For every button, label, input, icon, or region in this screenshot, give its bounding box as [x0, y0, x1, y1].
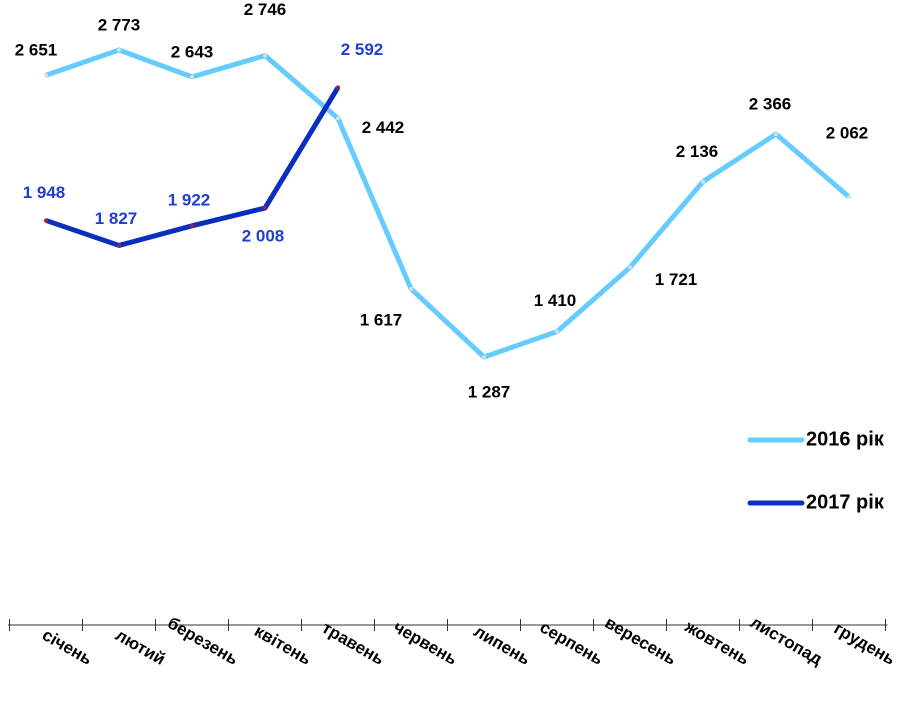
point: [628, 265, 632, 270]
series-line: [45, 47, 851, 360]
data-label: 1 948: [23, 183, 66, 202]
point: [44, 218, 48, 223]
x-tick-label: липень: [471, 622, 534, 669]
data-label: 2 773: [98, 15, 141, 34]
point: [44, 73, 48, 78]
x-tick-label: березень: [164, 613, 241, 669]
data-label: 1 922: [168, 190, 211, 209]
point: [409, 286, 413, 291]
x-tick-label: лютий: [112, 625, 168, 669]
point: [774, 132, 778, 137]
point: [336, 85, 340, 90]
data-label: 1 721: [655, 270, 698, 289]
point: [701, 179, 705, 184]
data-label: 2 136: [676, 142, 719, 161]
point: [190, 74, 194, 79]
x-tick-label: грудень: [831, 619, 899, 669]
legend-label: 2016 рік: [806, 428, 885, 450]
x-tick-label: листопад: [747, 613, 826, 669]
point: [190, 223, 194, 228]
point: [117, 48, 121, 52]
legend-label: 2017 рік: [806, 491, 885, 513]
data-label: 2 746: [244, 0, 287, 19]
x-tick-label: жовтень: [681, 617, 753, 669]
data-label: 2 062: [826, 123, 869, 142]
x-tick-label: травень: [319, 618, 388, 669]
data-label: 2 008: [242, 227, 285, 246]
point: [555, 329, 559, 334]
x-tick-label: січень: [39, 625, 95, 669]
data-label: 1 617: [360, 310, 403, 329]
x-tick-label: квітень: [251, 621, 314, 669]
point: [847, 194, 851, 199]
series-line: [45, 86, 341, 248]
point: [482, 355, 486, 359]
data-label: 2 643: [171, 42, 214, 61]
data-label: 2 366: [749, 95, 792, 114]
x-tick-label: вересень: [602, 613, 680, 669]
point: [263, 206, 267, 211]
point: [117, 243, 121, 248]
data-label: 1 287: [468, 382, 511, 401]
data-label: 2 442: [362, 118, 405, 137]
point: [263, 53, 267, 58]
point: [336, 116, 340, 121]
data-label: 2 592: [341, 40, 384, 59]
data-label: 1 410: [534, 291, 577, 310]
data-label: 2 651: [15, 41, 58, 60]
data-label: 1 827: [95, 209, 138, 228]
